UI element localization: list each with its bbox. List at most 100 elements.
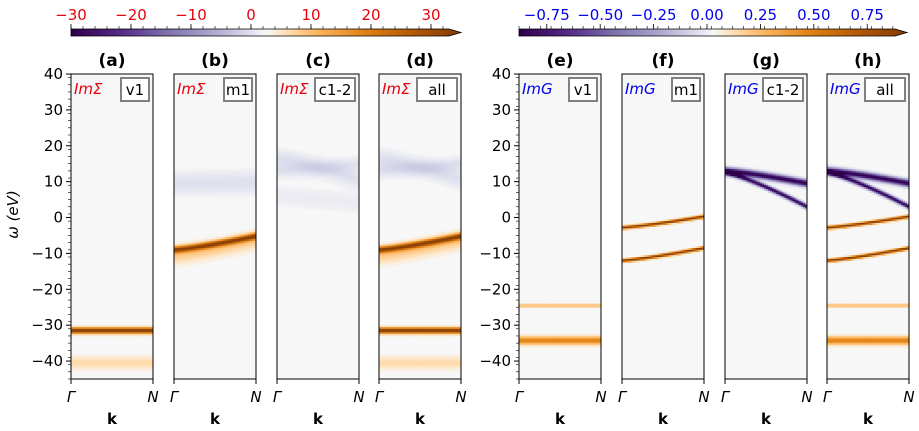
heatmap-cell: [120, 357, 123, 360]
heatmap-cell: [379, 334, 382, 337]
heatmap-cell: [344, 192, 348, 195]
heatmap-cell: [322, 194, 325, 197]
heatmap-cell: [303, 163, 307, 166]
heatmap-cell: [438, 231, 441, 235]
heatmap-cell: [403, 326, 407, 330]
heatmap-cell: [407, 361, 411, 364]
heatmap-cell: [227, 242, 230, 245]
heatmap-cell: [422, 240, 425, 244]
heatmap-cell: [395, 359, 398, 362]
heatmap-cell: [440, 237, 443, 240]
heatmap-cell: [136, 361, 140, 364]
heatmap-cell: [428, 156, 431, 159]
heatmap-cell: [182, 240, 185, 244]
heatmap-cell: [399, 264, 402, 267]
heatmap-cell: [283, 156, 286, 159]
heatmap-cell: [346, 170, 350, 174]
heatmap-cell: [289, 158, 292, 161]
heatmap-cell: [428, 167, 431, 170]
heatmap-cell: [397, 258, 400, 261]
heatmap-cell: [405, 178, 409, 181]
heatmap-cell: [249, 251, 253, 254]
heatmap-cell: [190, 260, 193, 263]
heatmap-cell: [436, 181, 439, 184]
heatmap-cell: [71, 332, 74, 335]
heatmap-cell: [409, 328, 413, 331]
heatmap-cell: [116, 368, 119, 371]
heatmap-cell: [415, 169, 419, 172]
heatmap-cell: [424, 332, 427, 335]
heatmap-cell: [397, 332, 400, 335]
heatmap-cell: [440, 334, 443, 337]
heatmap-cell: [223, 244, 226, 247]
heatmap-cell: [440, 235, 443, 238]
heatmap-cell: [243, 172, 247, 175]
heatmap-cell: [454, 174, 458, 177]
heatmap-cell: [456, 156, 460, 159]
heatmap-cell: [239, 253, 243, 256]
heatmap-cell: [301, 174, 305, 177]
heatmap-cell: [281, 188, 284, 192]
heatmap-cell: [420, 242, 423, 245]
heatmap-cell: [146, 364, 150, 367]
heatmap-cell: [448, 244, 452, 247]
heatmap-cell: [182, 178, 185, 181]
heatmap-cell: [397, 161, 400, 165]
heatmap-cell: [442, 158, 445, 161]
heatmap-cell: [324, 188, 327, 192]
heatmap-cell: [109, 330, 113, 333]
heatmap-cell: [387, 161, 390, 165]
heatmap-cell: [196, 185, 199, 188]
heatmap-cell: [401, 262, 404, 265]
heatmap-cell: [126, 326, 129, 330]
heatmap-cell: [93, 355, 96, 358]
heatmap-cell: [73, 334, 76, 337]
heatmap-cell: [212, 178, 216, 181]
heatmap-cell: [194, 249, 197, 253]
heatmap-cell: [101, 330, 105, 333]
heatmap-cell: [303, 158, 307, 161]
heatmap-cell: [422, 170, 425, 174]
heatmap-cell: [432, 253, 435, 256]
heatmap-cell: [430, 355, 433, 358]
heatmap-cell: [237, 179, 240, 183]
heatmap-cell: [97, 361, 101, 364]
heatmap-cell: [342, 185, 346, 188]
heatmap-cell: [311, 163, 315, 166]
heatmap-cell: [397, 169, 400, 172]
heatmap-cell: [446, 239, 450, 242]
heatmap-cell: [99, 357, 103, 360]
heatmap-cell: [99, 355, 103, 358]
heatmap-cell: [391, 170, 394, 174]
heatmap-cell: [194, 248, 197, 251]
heatmap-cell: [318, 167, 321, 170]
heatmap-cell: [128, 366, 131, 369]
heatmap-cell: [322, 197, 325, 200]
heatmap-cell: [116, 325, 119, 328]
heatmap-cell: [182, 194, 185, 197]
heatmap-cell: [411, 161, 415, 165]
heatmap-cell: [403, 255, 407, 258]
heatmap-cell: [176, 188, 179, 192]
heatmap-cell: [422, 169, 425, 172]
heatmap-cell: [395, 361, 398, 364]
y-tick-label: 0: [53, 209, 63, 227]
heatmap-cell: [442, 368, 445, 371]
heatmap-cell: [176, 248, 179, 251]
heatmap-cell: [438, 362, 441, 366]
heatmap-cell: [432, 181, 435, 184]
heatmap-cell: [79, 361, 82, 364]
heatmap-cell: [430, 242, 433, 245]
heatmap-cell: [324, 156, 327, 159]
heatmap-cell: [283, 188, 286, 192]
heatmap-cell: [194, 174, 197, 177]
heatmap-cell: [289, 194, 292, 197]
heatmap-cell: [350, 165, 354, 168]
heatmap-cell: [434, 325, 437, 328]
heatmap-cell: [393, 169, 396, 172]
heatmap-cell: [311, 158, 315, 161]
heatmap-cell: [85, 370, 88, 373]
heatmap-cell: [413, 161, 417, 165]
heatmap-cell: [379, 248, 382, 251]
heatmap-cell: [334, 174, 337, 177]
